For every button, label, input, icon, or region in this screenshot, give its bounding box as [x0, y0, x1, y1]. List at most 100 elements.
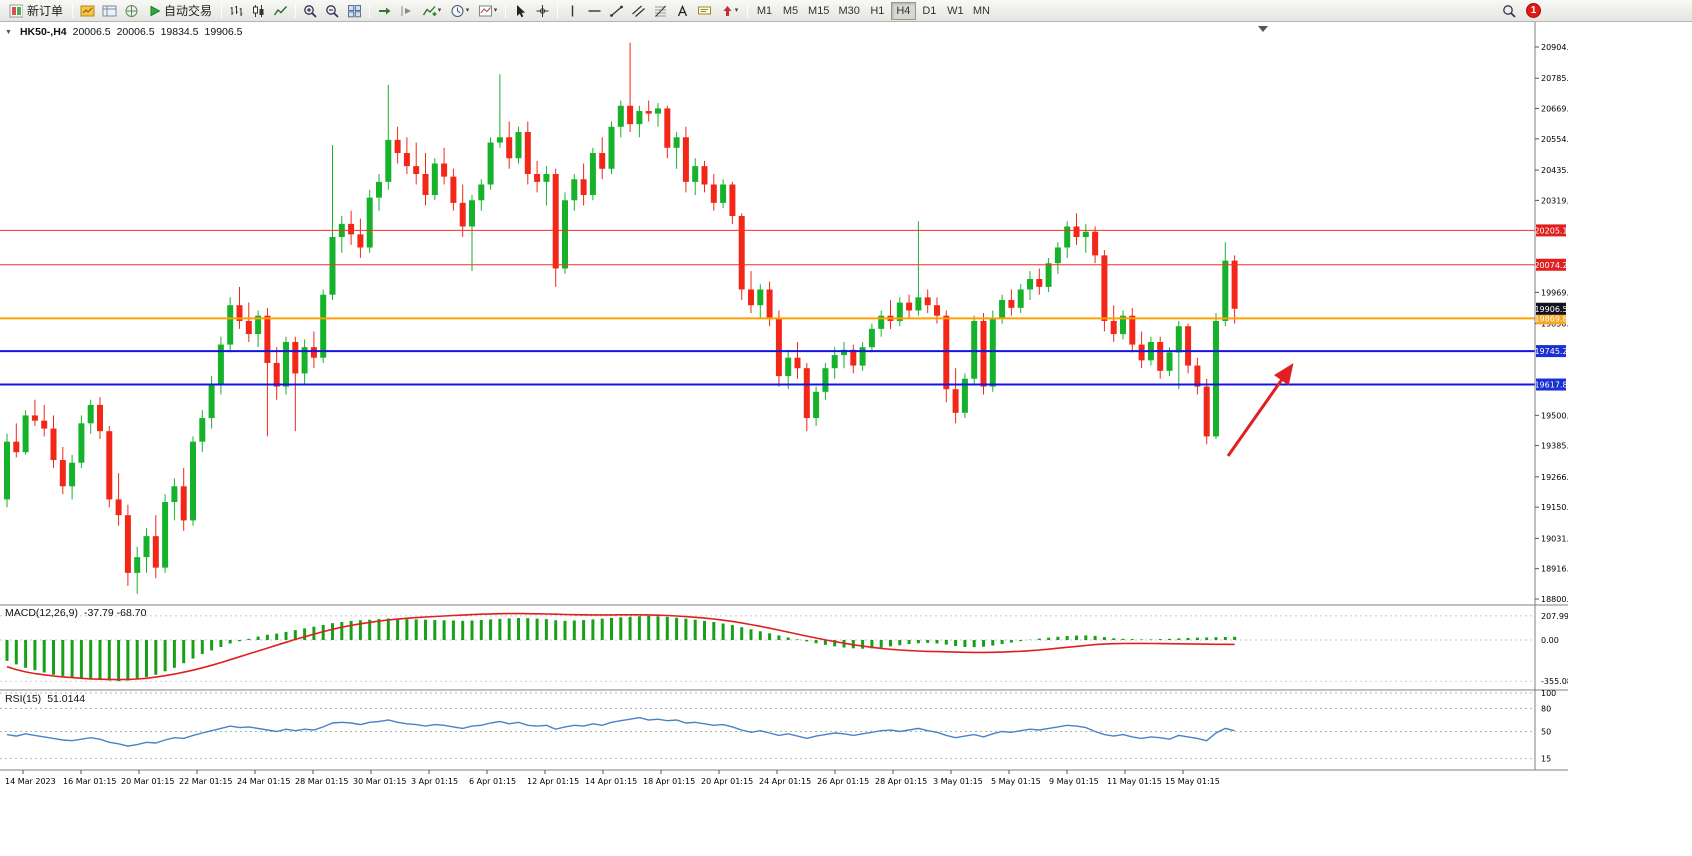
- timeframe-mn-button[interactable]: MN: [969, 2, 994, 20]
- price-axis[interactable]: 20904.0 20785.0 20669.5 20554.0 20435.0 20319…: [1534, 43, 1568, 604]
- toolbar-separator: [369, 3, 371, 18]
- price-tick-label: 20904.0: [1541, 43, 1568, 52]
- price-level-badge-text: 19617.8: [1534, 381, 1567, 390]
- rsi-line: [6, 716, 1235, 747]
- crosshair-icon[interactable]: [532, 1, 553, 21]
- time-tick-label: 20 Apr 01:15: [701, 777, 753, 786]
- timeframe-w1-button[interactable]: W1: [943, 2, 968, 20]
- search-icon[interactable]: [1499, 1, 1520, 21]
- arrows-dropdown[interactable]: ▾: [716, 1, 743, 21]
- zoom-out-icon[interactable]: [322, 1, 343, 21]
- price-level-badge: [1536, 258, 1566, 271]
- time-tick-label: 30 Mar 01:15: [353, 777, 406, 786]
- toolbar: 新订单 自动交易 ▾: [0, 0, 1692, 22]
- price-level-badge: [1536, 302, 1566, 315]
- price-tick-label: 20669.5: [1541, 105, 1568, 114]
- price-tick-label: 20319.5: [1541, 196, 1568, 205]
- macd-scale-label: 0.00: [1541, 636, 1559, 645]
- time-tick-label: 15 May 01:15: [1165, 777, 1220, 786]
- timeframe-h1-button[interactable]: H1: [865, 2, 890, 20]
- time-tick-label: 14 Apr 01:15: [585, 777, 637, 786]
- caret-icon: ▾: [734, 7, 739, 14]
- toolbar-separator: [505, 3, 507, 18]
- chart-shift-marker: [1258, 26, 1268, 32]
- price-level-badge: [1536, 345, 1566, 358]
- macd-scale-label: 207.99: [1541, 612, 1568, 621]
- timeframe-m1-button[interactable]: M1: [752, 2, 777, 20]
- caret-icon: ▾: [465, 7, 470, 14]
- time-tick-label: 24 Apr 01:15: [759, 777, 811, 786]
- market-watch-icon[interactable]: [77, 1, 98, 21]
- price-tick-label: 19500.5: [1541, 411, 1568, 420]
- time-tick-label: 5 May 01:15: [991, 777, 1041, 786]
- vertical-line-icon[interactable]: [562, 1, 583, 21]
- time-tick-label: 20 Mar 01:15: [121, 777, 174, 786]
- auto-trading-button[interactable]: 自动交易: [143, 1, 217, 21]
- trend-arrow-annotation[interactable]: [1226, 363, 1294, 457]
- new-order-icon: [8, 1, 24, 21]
- timeframe-m5-button[interactable]: M5: [778, 2, 803, 20]
- notification-badge[interactable]: 1: [1526, 3, 1541, 18]
- time-tick-label: 6 Apr 01:15: [469, 777, 516, 786]
- macd-scale-label: -355.08: [1541, 677, 1568, 686]
- price-level-badge-text: 19906.5: [1534, 305, 1567, 314]
- toolbar-separator: [221, 3, 223, 18]
- time-axis[interactable]: 14 Mar 2023 16 Mar 01:15 20 Mar 01:15 22 Ma…: [5, 770, 1220, 786]
- price-level-badge: [1536, 378, 1566, 391]
- line-chart-icon[interactable]: [270, 1, 291, 21]
- time-tick-label: 18 Apr 01:15: [643, 777, 695, 786]
- toolbar-separator: [295, 3, 297, 18]
- timeframe-h4-button[interactable]: H4: [890, 1, 916, 20]
- price-level-badge: [1536, 312, 1566, 325]
- time-tick-label: 9 May 01:15: [1049, 777, 1099, 786]
- caret-icon: ▾: [437, 7, 442, 14]
- indicators-dropdown[interactable]: ▾: [418, 1, 445, 21]
- trendline-icon[interactable]: [606, 1, 627, 21]
- candlestick-chart-svg[interactable]: 20904.0 20785.0 20669.5 20554.0 20435.0 20319…: [0, 22, 1568, 792]
- time-tick-label: 3 May 01:15: [933, 777, 983, 786]
- timeframe-d1-button[interactable]: D1: [917, 2, 942, 20]
- macd-signal-line: [6, 612, 1235, 681]
- text-icon[interactable]: [672, 1, 693, 21]
- price-tick-label: 19969.0: [1541, 288, 1568, 297]
- price-tick-label: 20785.0: [1541, 74, 1568, 83]
- caret-icon: ▾: [493, 7, 498, 14]
- chart-shift-icon[interactable]: [396, 1, 417, 21]
- price-level-badge-text: 20074.2: [1534, 261, 1567, 270]
- time-tick-label: 24 Mar 01:15: [237, 777, 290, 786]
- equidistant-channel-icon[interactable]: [628, 1, 649, 21]
- new-order-label: 新订单: [27, 4, 64, 18]
- price-tick-label: 18916.0: [1541, 565, 1568, 574]
- data-window-icon[interactable]: [99, 1, 120, 21]
- periods-dropdown[interactable]: ▾: [446, 1, 473, 21]
- price-tick-label: 20554.0: [1541, 135, 1568, 144]
- toolbar-separator: [72, 3, 74, 18]
- fibonacci-icon[interactable]: [650, 1, 671, 21]
- navigator-icon[interactable]: [121, 1, 142, 21]
- rsi-level-label: 50: [1541, 728, 1551, 737]
- price-tick-label: 19031.5: [1541, 534, 1568, 543]
- tile-windows-icon[interactable]: [344, 1, 365, 21]
- price-tick-label: 19150.5: [1541, 503, 1568, 512]
- chart-area[interactable]: 20904.0 20785.0 20669.5 20554.0 20435.0 20319…: [0, 22, 1568, 792]
- bar-chart-icon[interactable]: [226, 1, 247, 21]
- time-tick-label: 12 Apr 01:15: [527, 777, 579, 786]
- price-level-badge-text: 19869.8: [1534, 314, 1567, 323]
- templates-dropdown[interactable]: ▾: [474, 1, 501, 21]
- new-order-button[interactable]: 新订单: [3, 1, 68, 21]
- horizontal-level-lines[interactable]: [0, 229, 1535, 386]
- candlestick-chart-icon[interactable]: [248, 1, 269, 21]
- price-level-badge-text: 19745.2: [1534, 347, 1567, 356]
- timeframe-m30-button[interactable]: M30: [834, 2, 863, 20]
- rsi-level-label: 80: [1541, 704, 1551, 713]
- zoom-in-icon[interactable]: [300, 1, 321, 21]
- candles: [4, 42, 1238, 594]
- text-label-icon[interactable]: [694, 1, 715, 21]
- horizontal-line-icon[interactable]: [584, 1, 605, 21]
- price-tick-label: 19385.0: [1541, 442, 1568, 451]
- price-tick-label: 19266.0: [1541, 473, 1568, 482]
- cursor-icon[interactable]: [510, 1, 531, 21]
- auto-scroll-icon[interactable]: [374, 1, 395, 21]
- rsi-level-label: 15: [1541, 754, 1551, 763]
- timeframe-m15-button[interactable]: M15: [804, 2, 833, 20]
